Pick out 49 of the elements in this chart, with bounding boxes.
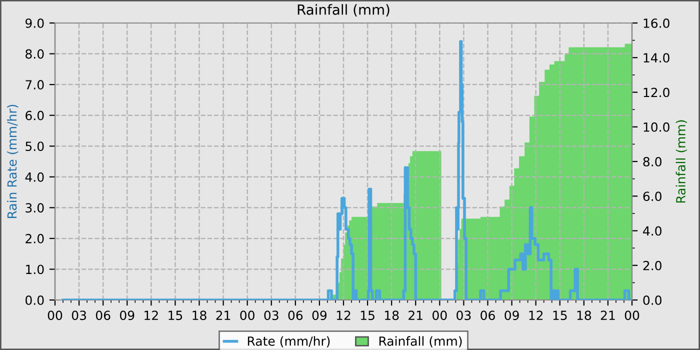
x-tick-label: 00 [624,310,640,320]
x-tick-label: 18 [577,310,592,320]
x-tick-label: 06 [480,310,495,320]
x-tick-label: 21 [408,310,422,320]
x-tick-label: 09 [120,310,134,320]
y2-tick-label: 4.0 [643,226,662,236]
y-tick-label: 0.0 [26,295,44,305]
y2-tick-label: 6.0 [643,192,662,202]
x-tick-label: 00 [240,310,254,320]
x-tick-label: 21 [600,310,615,320]
x-tick-label: 09 [504,310,519,320]
y2-tick-label: 10.0 [644,122,670,132]
x-tick-label: 18 [385,310,399,320]
y-tick-label: 5.0 [26,142,44,152]
x-tick-label: 12 [144,310,158,320]
y-tick-label: 2.0 [26,234,44,244]
y-tick-label: 6.0 [26,110,44,120]
x-tick-label: 15 [360,310,374,320]
x-tick-label: 06 [288,310,303,320]
x-tick-label: 21 [216,310,230,320]
y2-tick-label: 0.0 [643,295,662,305]
x-tick-label: 12 [336,310,350,320]
x-tick-label: 03 [264,310,278,320]
y-tick-label: 3.0 [26,203,44,213]
x-tick-label: 18 [192,310,206,320]
x-tick-label: 03 [72,310,86,320]
y2-tick-label: 8.0 [643,156,662,166]
chart-title: Rainfall (mm) [298,4,390,16]
y-tick-label: 8.0 [26,49,44,59]
x-tick-label: 00 [432,310,447,320]
x-tick-label: 12 [529,310,543,320]
y2-axis-title: Rainfall (mm) [676,120,687,203]
y-tick-label: 4.0 [25,172,44,182]
y2-tick-label: 16.0 [644,18,670,28]
legend-label: Rate (mm/hr) [248,336,330,348]
legend-label: Rainfall (mm) [379,336,462,348]
y-axis-title: Rain Rate (mm/hr) [7,104,18,218]
y-tick-label: 1.0 [26,264,44,274]
x-tick-label: 00 [48,310,62,320]
x-tick-label: 06 [96,310,110,320]
y-tick-label: 9.0 [25,18,44,28]
y-tick-label: 7.0 [26,80,44,90]
x-tick-label: 09 [312,310,327,320]
x-tick-label: 15 [168,310,182,320]
y2-tick-label: 2.0 [643,260,662,270]
x-tick-label: 15 [553,310,567,320]
y2-tick-label: 14.0 [644,53,670,63]
y2-tick-label: 12.0 [644,88,670,98]
x-tick-label: 03 [456,310,471,320]
